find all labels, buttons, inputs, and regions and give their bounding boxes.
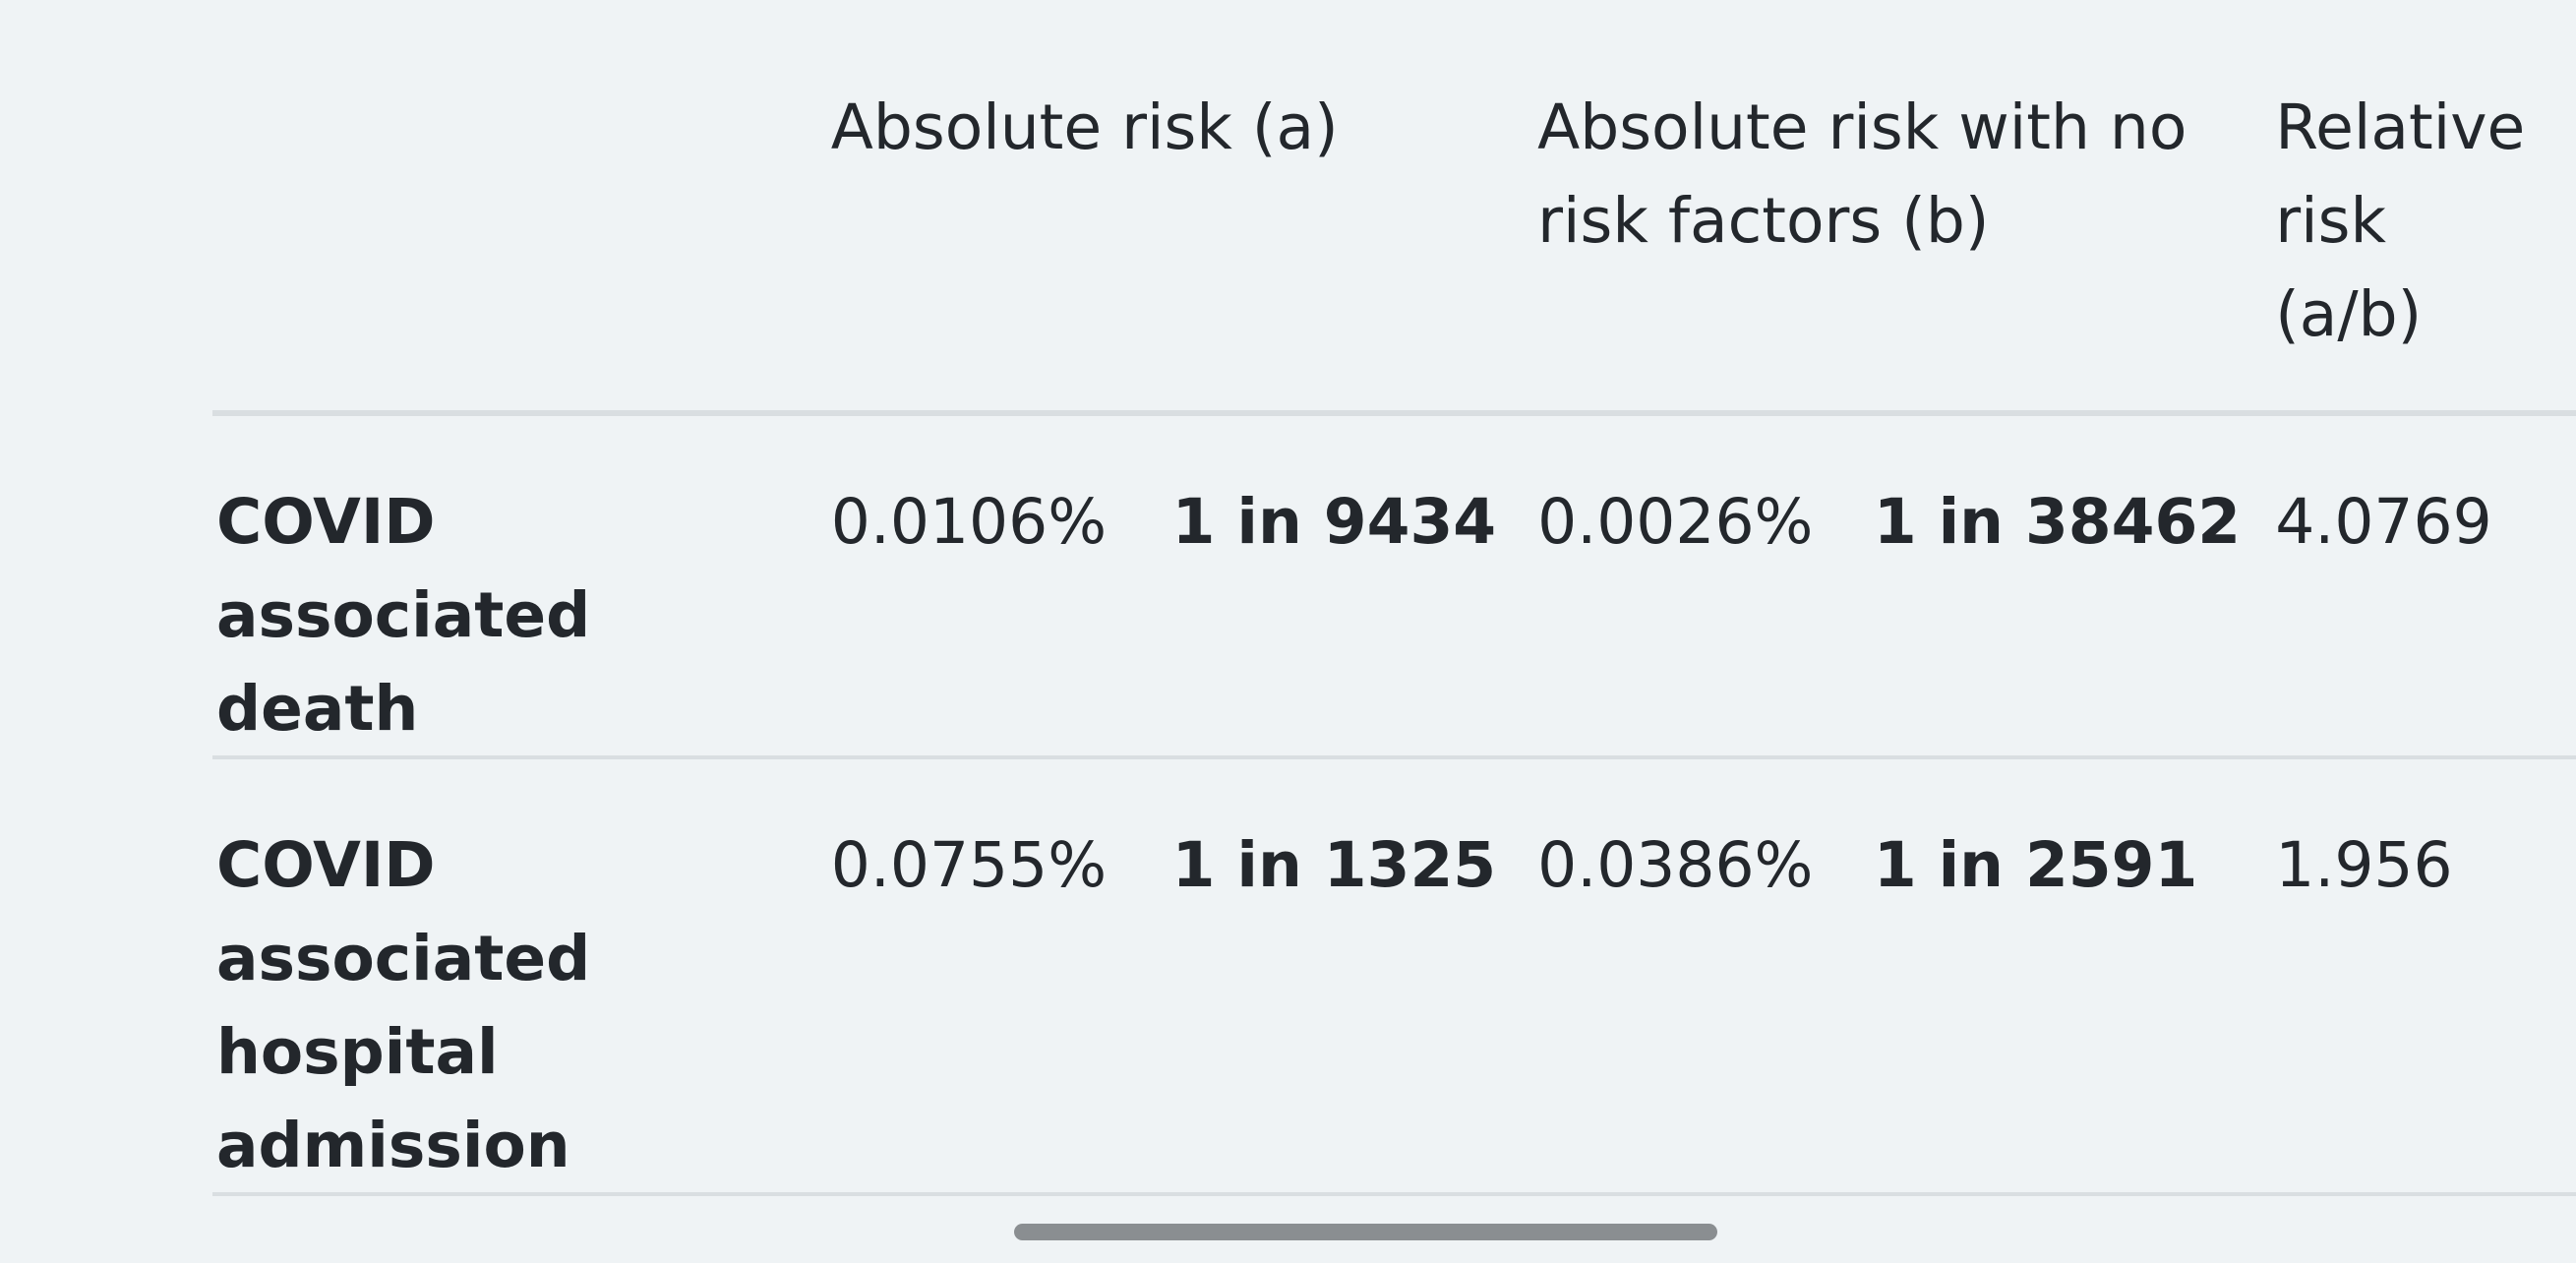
absolute-risk-one-in: 1 in 9434	[1171, 486, 1497, 558]
baseline-risk-percent-cell: 0.0386%	[1537, 757, 1874, 1196]
baseline-risk-one-in: 1 in 2591	[1873, 829, 2198, 901]
header-absolute-risk: Absolute risk (a)	[830, 81, 1538, 416]
header-absolute-risk-no-factors: Absolute risk with no risk factors (b)	[1537, 81, 2276, 416]
risk-table: Absolute risk (a) Absolute risk with no …	[212, 81, 2576, 1196]
absolute-risk-percent-cell: 0.0106%	[830, 413, 1172, 759]
table-row: COVID associated hospital admission 0.07…	[212, 757, 2576, 1196]
header-empty-cell	[212, 81, 831, 416]
baseline-risk-percent-cell: 0.0026%	[1537, 413, 1874, 759]
row-label: COVID associated death	[216, 486, 591, 745]
baseline-risk-percent: 0.0386%	[1537, 829, 1814, 901]
baseline-risk-one-in: 1 in 38462	[1873, 486, 2242, 558]
baseline-risk-one-in-cell: 1 in 2591	[1873, 757, 2276, 1196]
relative-risk-value: 1.956	[2275, 829, 2453, 901]
row-label-cell: COVID associated death	[212, 413, 831, 759]
relative-risk-value: 4.0769	[2275, 486, 2492, 558]
row-label-cell: COVID associated hospital admission	[212, 757, 831, 1196]
row-label: COVID associated hospital admission	[216, 829, 591, 1181]
home-indicator-bar[interactable]	[1014, 1224, 1717, 1240]
table-header: Absolute risk (a) Absolute risk with no …	[212, 81, 2576, 416]
header-relative-risk: Relative risk (a/b)	[2275, 81, 2576, 416]
table-body: COVID associated death 0.0106% 1 in 9434…	[212, 413, 2576, 1196]
relative-risk-cell: 4.0769	[2275, 413, 2576, 759]
absolute-risk-percent-cell: 0.0755%	[830, 757, 1172, 1196]
header-absolute-risk-label: Absolute risk (a)	[830, 91, 1339, 163]
header-absolute-risk-no-factors-label: Absolute risk with no risk factors (b)	[1537, 91, 2187, 257]
baseline-risk-one-in-cell: 1 in 38462	[1873, 413, 2276, 759]
baseline-risk-percent: 0.0026%	[1537, 486, 1814, 558]
absolute-risk-percent: 0.0755%	[830, 829, 1108, 901]
header-row: Absolute risk (a) Absolute risk with no …	[212, 81, 2576, 416]
relative-risk-cell: 1.956	[2275, 757, 2576, 1196]
table-row: COVID associated death 0.0106% 1 in 9434…	[212, 413, 2576, 759]
absolute-risk-one-in-cell: 1 in 1325	[1171, 757, 1538, 1196]
absolute-risk-percent: 0.0106%	[830, 486, 1108, 558]
absolute-risk-one-in: 1 in 1325	[1171, 829, 1497, 901]
header-relative-risk-label: Relative risk (a/b)	[2275, 91, 2526, 350]
absolute-risk-one-in-cell: 1 in 9434	[1171, 413, 1538, 759]
